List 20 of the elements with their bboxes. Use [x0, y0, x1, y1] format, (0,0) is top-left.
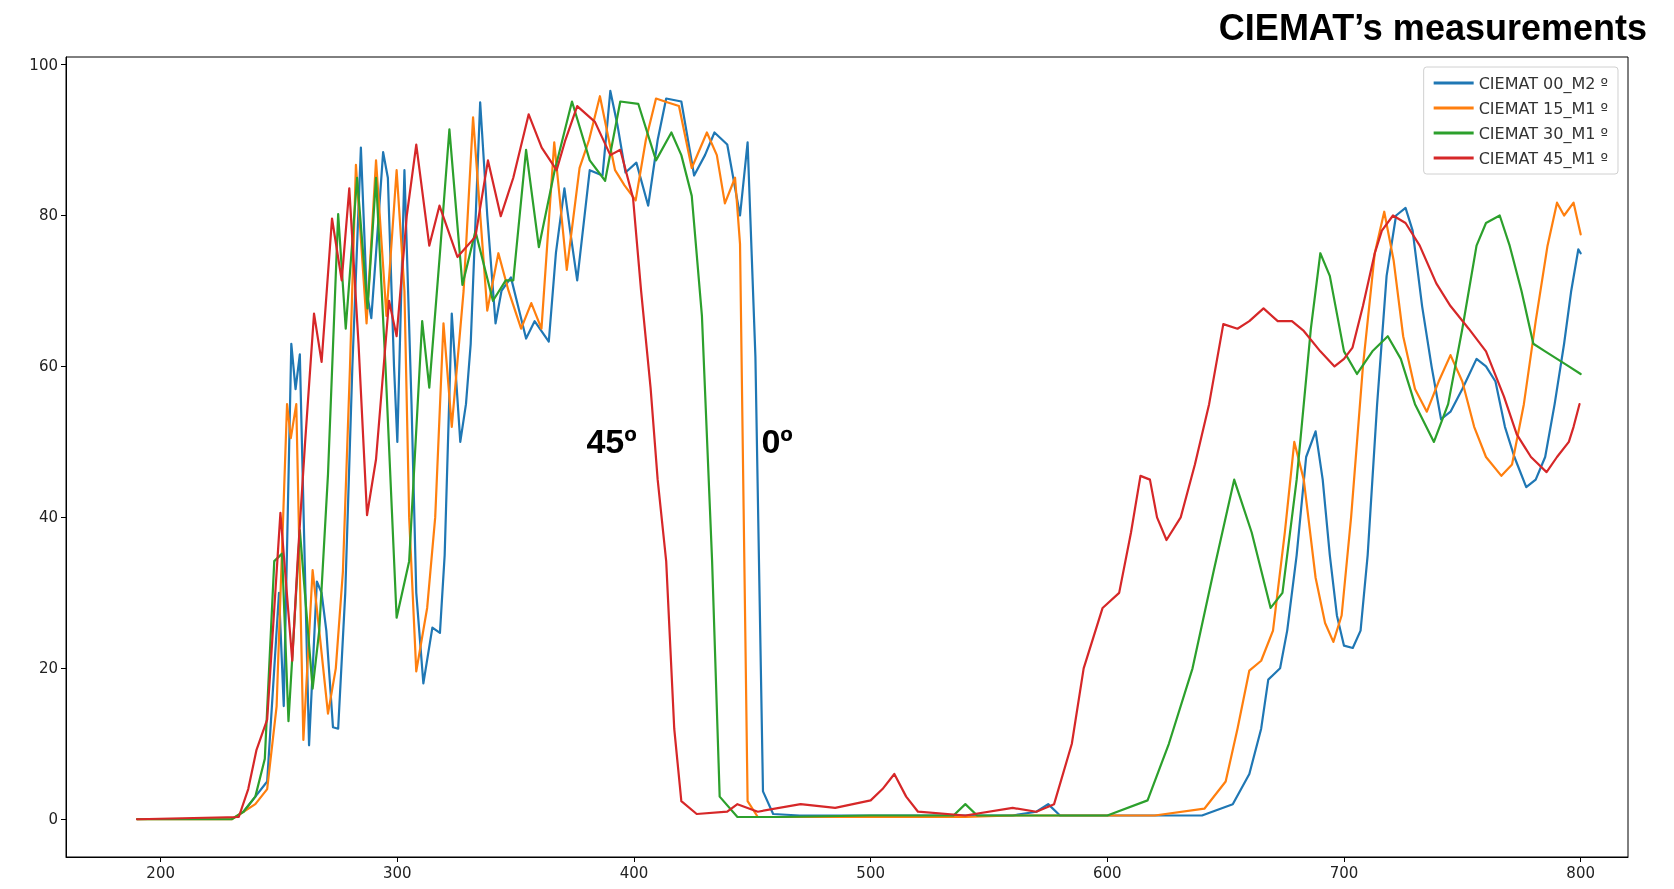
legend-label: CIEMAT 30_M1 º — [1478, 123, 1609, 144]
y-tick-label: 80 — [38, 206, 58, 225]
annotation: 0º — [761, 422, 793, 460]
x-tick-label: 700 — [1329, 863, 1359, 882]
y-tick-label: 100 — [29, 55, 58, 74]
chart-title: CIEMAT’s measurements — [1218, 6, 1648, 48]
y-tick-label: 0 — [48, 810, 58, 829]
x-tick-label: 200 — [146, 863, 175, 882]
legend-label: CIEMAT 45_M1 º — [1478, 148, 1609, 169]
annotation: 45º — [586, 422, 637, 460]
y-tick-label: 60 — [38, 357, 58, 376]
x-tick-label: 600 — [1093, 863, 1122, 882]
x-tick-label: 300 — [383, 863, 412, 882]
y-tick-label: 40 — [38, 508, 58, 527]
legend-label: CIEMAT 15_M1 º — [1478, 98, 1609, 119]
x-tick-label: 500 — [856, 863, 885, 882]
y-tick-label: 20 — [38, 659, 58, 678]
legend-label: CIEMAT 00_M2 º — [1478, 73, 1609, 94]
x-tick-label: 800 — [1566, 863, 1595, 882]
x-tick-label: 400 — [619, 863, 649, 882]
